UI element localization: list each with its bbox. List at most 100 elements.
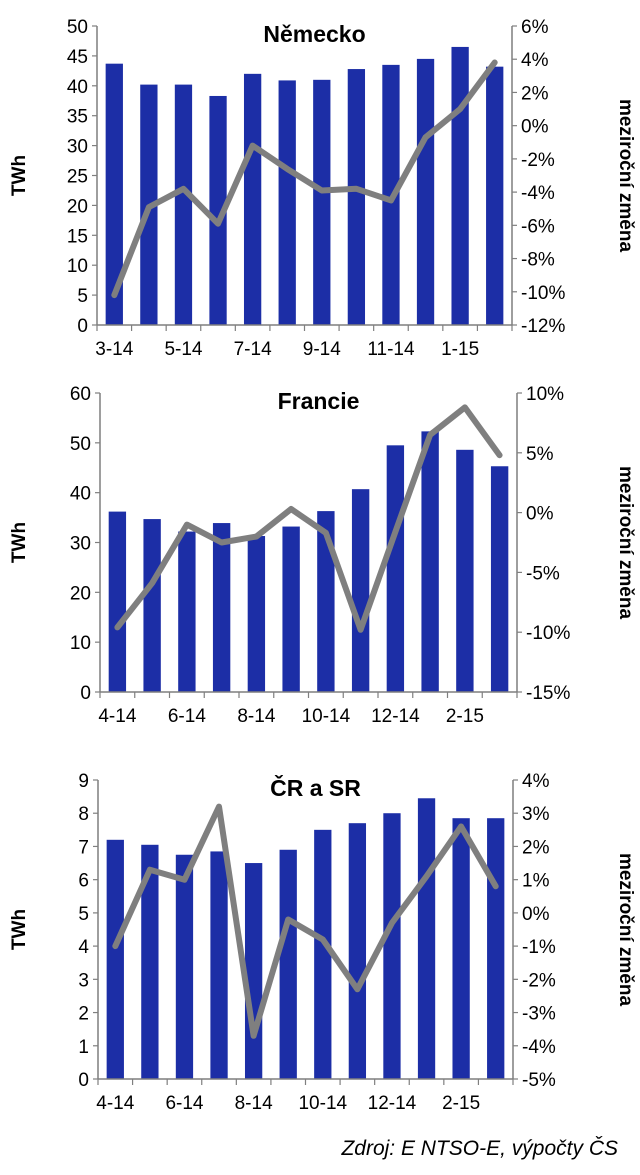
left-tick-label: 40 (70, 484, 91, 505)
left-axis-label: TWh (9, 155, 30, 196)
right-tick-label: 0% (526, 504, 554, 525)
bar-8-14 (278, 80, 296, 325)
chart-1: 0 5 10 15 20 25 30 35 40 45 50 -12% -10% -8% -6% -4% -2%… (9, 17, 636, 360)
yoy-point-10-14 (325, 532, 327, 534)
bar-8-14 (247, 536, 266, 692)
left-axis-label: TWh (9, 522, 30, 563)
x-tick-label: 12-14 (368, 1093, 417, 1114)
bar-3-14 (105, 63, 123, 325)
bar-11-14 (348, 823, 367, 1079)
bar-9-14 (313, 79, 331, 325)
x-tick-label: 6-14 (165, 1093, 203, 1114)
yoy-change-line (112, 803, 499, 1039)
x-tick-label: 4-14 (98, 706, 136, 727)
right-tick-label: -10% (526, 623, 570, 644)
bar-4-14 (108, 511, 127, 692)
left-tick-label: 20 (70, 583, 91, 604)
chart-3: 0 1 2 3 4 5 6 7 8 9 -5% -4% -3% -2% -1% 0% 1% 2% 3% 4% 4-14 6… (9, 771, 636, 1114)
yoy-point-9-14 (321, 189, 323, 191)
left-tick-label: 50 (67, 17, 88, 38)
yoy-point-6-14 (186, 524, 188, 526)
yoy-point-7-14 (218, 806, 220, 808)
chart-title: Německo (263, 21, 365, 47)
right-tick-label: -12% (521, 316, 565, 337)
left-tick-label: 0 (80, 683, 91, 704)
left-tick-label: 0 (78, 1070, 89, 1091)
bar-9-14 (279, 849, 297, 1079)
yoy-point-3-15 (499, 454, 501, 456)
yoy-point-3-15 (495, 885, 497, 887)
right-tick-label: -2% (521, 150, 555, 171)
bar-12-14 (416, 58, 435, 325)
source-note: Zdroj: E NTSO-E, výpočty ČS (341, 1137, 618, 1160)
yoy-point-12-14 (394, 531, 396, 533)
left-tick-label: 7 (78, 837, 89, 858)
bar-3-15 (490, 466, 509, 692)
left-tick-label: 45 (67, 47, 88, 68)
yoy-point-4-14 (116, 626, 118, 628)
left-tick-label: 50 (70, 434, 91, 455)
x-tick-label: 10-14 (298, 1093, 347, 1114)
right-tick-label: 4% (522, 771, 550, 792)
bar-4-14 (106, 839, 124, 1079)
yoy-point-8-14 (255, 536, 257, 538)
bar-10-14 (347, 69, 366, 325)
yoy-point-7-14 (252, 145, 254, 147)
right-tick-label: 1% (522, 871, 550, 892)
left-tick-label: 0 (77, 316, 88, 337)
left-tick-label: 40 (67, 77, 88, 98)
left-tick-label: 60 (70, 384, 91, 405)
bar-6-14 (175, 854, 194, 1079)
left-tick-label: 8 (78, 804, 89, 825)
yoy-point-11-14 (356, 988, 358, 990)
left-tick-label: 35 (67, 107, 88, 128)
yoy-point-2-15 (494, 62, 496, 64)
yoy-point-5-14 (182, 188, 184, 190)
bar-5-14 (141, 844, 159, 1079)
bar-11-14 (351, 489, 370, 692)
x-tick-label: 1-15 (441, 339, 479, 360)
x-tick-label: 8-14 (235, 1093, 273, 1114)
left-tick-label: 30 (67, 137, 88, 158)
right-axis-label: meziroční změna (615, 466, 636, 620)
right-axis-label: meziroční změna (615, 99, 636, 253)
bar-12-14 (383, 813, 401, 1079)
x-tick-label: 6-14 (168, 706, 206, 727)
bar-7-14 (212, 523, 231, 692)
bar-2-15 (486, 66, 504, 325)
yoy-point-4-14 (114, 945, 116, 947)
right-axis-label: meziroční změna (615, 853, 636, 1007)
left-tick-label: 20 (67, 196, 88, 217)
x-tick-label: 4-14 (96, 1093, 134, 1114)
chart-title: Francie (278, 388, 360, 414)
x-tick-label: 11-14 (367, 339, 415, 360)
left-tick-label: 1 (78, 1037, 89, 1058)
bar-1-15 (417, 798, 436, 1079)
yoy-point-2-15 (460, 826, 462, 828)
yoy-point-11-14 (360, 629, 362, 631)
bar-7-14 (210, 851, 228, 1079)
right-tick-label: 5% (526, 444, 554, 465)
yoy-point-12-14 (425, 136, 427, 138)
left-tick-label: 3 (78, 970, 89, 991)
yoy-point-12-14 (391, 922, 393, 924)
x-tick-label: 2-15 (446, 706, 484, 727)
x-tick-label: 12-14 (371, 706, 420, 727)
x-tick-label: 10-14 (302, 706, 351, 727)
bar-5-14 (143, 519, 161, 692)
yoy-point-8-14 (253, 1035, 255, 1037)
right-tick-label: 3% (522, 804, 550, 825)
bar-10-14 (314, 829, 332, 1079)
left-tick-label: 30 (70, 534, 91, 555)
chart-2: 0 10 20 30 40 50 60 -15% -10% -5% 0% 5% 10% 4-14 6-14 8… (9, 384, 636, 727)
yoy-point-1-15 (459, 108, 461, 110)
right-tick-label: 0% (521, 117, 549, 138)
yoy-point-10-14 (355, 188, 357, 190)
left-tick-label: 10 (70, 633, 91, 654)
left-tick-label: 4 (78, 937, 89, 958)
x-tick-label: 2-15 (442, 1093, 480, 1114)
right-tick-label: -6% (521, 216, 555, 237)
left-tick-label: 15 (67, 226, 88, 247)
yoy-point-10-14 (322, 938, 324, 940)
right-tick-label: -5% (526, 563, 560, 584)
